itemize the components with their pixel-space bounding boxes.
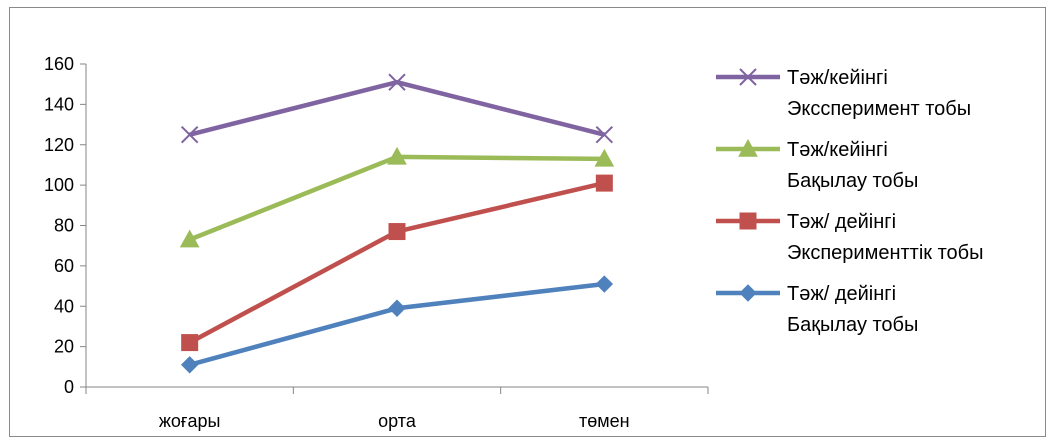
- y-tick-label: 0: [64, 377, 74, 397]
- marker-stroke: [388, 73, 406, 91]
- y-tick-label: 60: [54, 256, 74, 276]
- y-tick-label: 100: [44, 175, 74, 195]
- y-tick-label: 80: [54, 216, 74, 236]
- legend-item-2: Тәж/кейінгі Бақылау тобы: [716, 138, 918, 192]
- data-point: [180, 356, 199, 374]
- series-line-4: [189, 281, 605, 367]
- data-point: [595, 125, 614, 144]
- legend-marker: [738, 138, 758, 157]
- data-point: [179, 229, 200, 248]
- data-point: [180, 125, 199, 144]
- x-tick-label: төмен: [579, 411, 630, 431]
- legend-label: Тәж/ дейінгі: [787, 211, 896, 233]
- marker-stroke: [739, 68, 757, 86]
- legend-label: Эксперименттік тобы: [787, 242, 983, 264]
- data-point: [388, 223, 406, 241]
- series-line-1: [189, 79, 605, 137]
- legend-label: Тәж/ дейінгі: [787, 283, 896, 305]
- legend: Тәж/кейінгі Экссперимент тобы Тәж/кейінгі Б…: [716, 67, 983, 336]
- data-point: [387, 146, 407, 165]
- legend-label: Бақылау тобы: [787, 314, 918, 336]
- data-point: [388, 299, 406, 317]
- legend-item-4: Тәж/ дейінгі Бақылау тобы: [716, 283, 918, 336]
- legend-label: Бақылау тобы: [787, 170, 918, 192]
- data-point: [595, 174, 613, 192]
- y-tick-label: 40: [54, 296, 74, 316]
- y-tick-label: 160: [44, 54, 74, 74]
- legend-marker: [739, 68, 757, 86]
- legend-marker: [739, 212, 757, 230]
- data-point: [388, 73, 406, 91]
- legend-label: Экссперимент тобы: [787, 98, 971, 120]
- data-point: [595, 275, 614, 293]
- legend-label: Тәж/кейінгі: [787, 139, 888, 161]
- marker-stroke: [595, 125, 614, 144]
- data-point: [594, 148, 615, 167]
- series-line-3: [188, 180, 605, 345]
- y-tick-label: 20: [54, 337, 74, 357]
- y-tick-label: 140: [44, 94, 74, 114]
- y-tick-label: 120: [44, 135, 74, 155]
- legend-label: Тәж/кейінгі: [787, 67, 888, 89]
- x-tick-label: орта: [378, 411, 417, 431]
- series-markers: [179, 73, 615, 374]
- marker-stroke: [180, 125, 199, 144]
- legend-marker: [739, 284, 757, 302]
- legend-item-1: Тәж/кейінгі Экссперимент тобы: [716, 67, 971, 120]
- data-point: [181, 334, 199, 352]
- x-tick-label: жоғары: [159, 411, 221, 431]
- axes: 0 20 40 60 80 100 120 140 160 жоғары орта төмен: [44, 54, 709, 431]
- legend-item-3: Тәж/ дейінгі Эксперименттік тобы: [716, 211, 983, 264]
